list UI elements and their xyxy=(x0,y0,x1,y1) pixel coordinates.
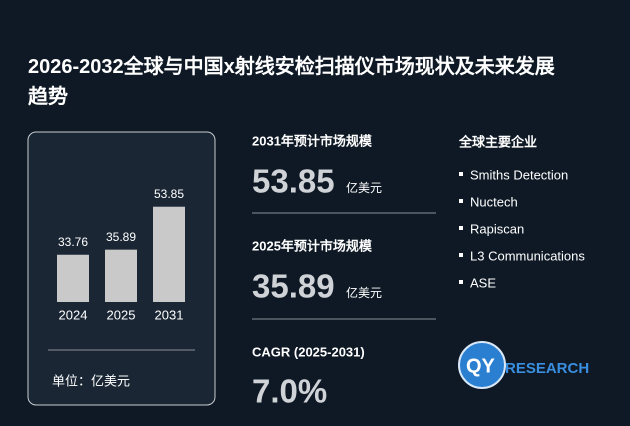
title: 2026-2032全球与中国x射线安检扫描仪市场现状及未来发展趋势 xyxy=(28,54,555,108)
logo-ring xyxy=(458,341,506,389)
x-tick-label: 2025 xyxy=(107,307,136,322)
stat-label: 2025年预计市场规模 xyxy=(252,238,373,253)
value-label: 35.89 xyxy=(106,230,136,244)
value-label: 53.85 xyxy=(154,187,184,201)
bullet xyxy=(459,172,463,176)
bullet xyxy=(459,280,463,284)
companies-heading: 全球主要企业 xyxy=(458,134,537,149)
logo-research: RESEARCH xyxy=(505,360,589,377)
stat-value: 53.85 xyxy=(252,163,335,200)
stat-label: 2031年预计市场规模 xyxy=(252,133,373,148)
value-label: 33.76 xyxy=(58,235,88,249)
stat-unit: 亿美元 xyxy=(346,285,382,300)
company: Smiths Detection xyxy=(470,167,568,182)
bar xyxy=(105,249,137,302)
stat-unit: 亿美元 xyxy=(346,180,382,195)
bar xyxy=(153,206,185,302)
unit-label: 单位：亿美元 xyxy=(52,373,130,388)
company: ASE xyxy=(470,275,496,290)
stat-label: CAGR (2025-2031) xyxy=(252,344,365,359)
bullet xyxy=(459,226,463,230)
logo-globe xyxy=(459,342,505,388)
bullet xyxy=(459,199,463,203)
bar xyxy=(57,254,89,302)
title-line: 2026-2032全球与中国x射线安检扫描仪市场现状及未来发展 xyxy=(28,54,555,78)
bullet xyxy=(459,253,463,257)
logo: QY RESEARCH xyxy=(458,341,589,389)
title-line: 趋势 xyxy=(28,84,68,108)
company: Rapiscan xyxy=(470,221,524,236)
company: Nuctech xyxy=(470,194,518,209)
x-tick-label: 2031 xyxy=(155,307,184,322)
company: L3 Communications xyxy=(470,248,585,263)
logo-qy: QY xyxy=(466,355,496,377)
stat-value: 7.0% xyxy=(252,373,327,410)
x-tick-label: 2024 xyxy=(59,307,88,322)
stat-value: 35.89 xyxy=(252,268,335,305)
